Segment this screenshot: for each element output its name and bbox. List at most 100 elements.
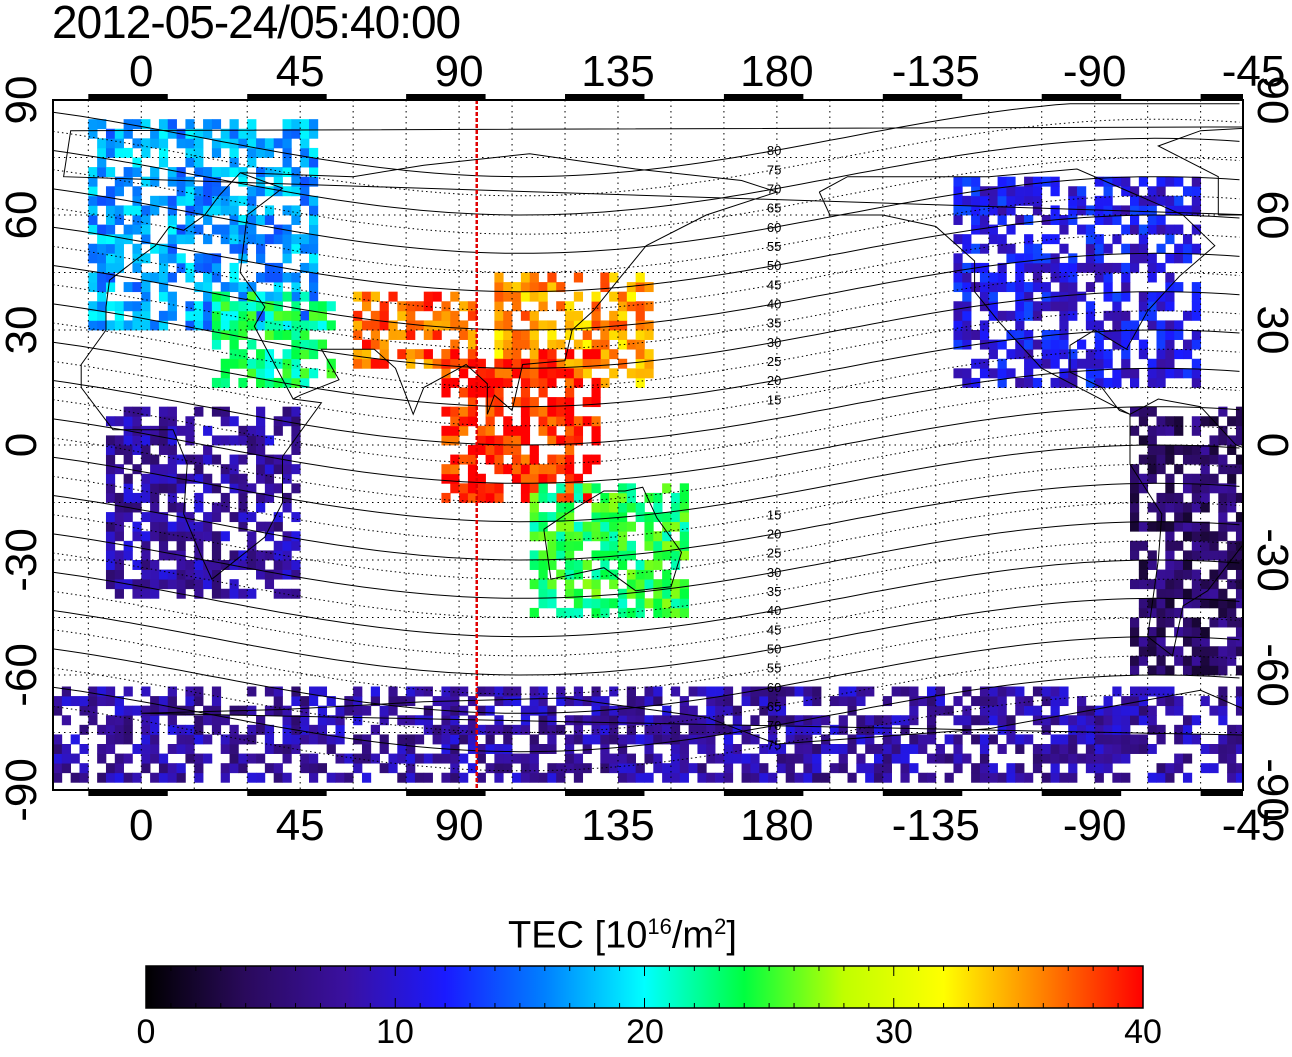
frame-bar-bottom <box>882 790 963 796</box>
mag-lat-label-23: 60 <box>767 680 781 695</box>
x-tick-bottom-label: -45 <box>1222 801 1286 850</box>
frame-bar-top <box>247 94 327 100</box>
coast-greenland <box>63 126 1243 216</box>
y-axis-left: 90 60 30 0 -30 -60 -90 <box>0 76 46 822</box>
mag-lat-label-12: 20 <box>767 373 781 388</box>
mag-lat-label-6: 50 <box>767 258 781 273</box>
map-timestamp-title: 2012-05-24/05:40:00 <box>52 0 461 48</box>
x-axis-top: 0 45 90 135 180 -135 -90 -45 <box>129 47 1285 96</box>
coast-samerica <box>1129 398 1243 657</box>
mag-contour-15 <box>53 386 1240 465</box>
mag-lat-label-8: 40 <box>767 297 781 312</box>
mag-contour-1 <box>53 118 1240 197</box>
x-tick-top-label: -135 <box>892 47 980 96</box>
mag-contour-17 <box>53 425 1240 504</box>
y-tick-right-label: -30 <box>1248 528 1292 592</box>
mag-lat-label-25: 70 <box>767 718 781 733</box>
mag-contour-18 <box>53 444 1240 523</box>
frame-bar-bottom <box>406 790 486 796</box>
frame-bar-bottom <box>247 790 327 796</box>
x-tick-bottom-label: -90 <box>1063 801 1127 850</box>
mag-lat-label-19: 40 <box>767 603 781 618</box>
mag-contour-30 <box>53 674 1240 753</box>
frame-bar-bottom <box>1200 790 1243 796</box>
frame-bar-top <box>1200 94 1243 100</box>
mag-lat-label-18: 35 <box>767 584 781 599</box>
frame-bar-top <box>882 94 963 100</box>
mag-lat-label-5: 55 <box>767 239 781 254</box>
mag-contour-9 <box>53 271 1240 350</box>
y-tick-left-label: 30 <box>0 306 46 355</box>
frame-longitude-bars <box>88 94 1243 796</box>
y-tick-right-label: 0 <box>1248 433 1292 457</box>
plot-area: 80 75 70 65 60 55 50 45 40 35 30 25 20 15 15 20 25 30 35 40… <box>52 94 1244 796</box>
y-tick-left-label: -90 <box>0 758 46 822</box>
x-tick-top-label: 0 <box>129 47 153 96</box>
mag-contour-24 <box>53 559 1240 638</box>
mag-lat-label-21: 50 <box>767 642 781 657</box>
x-tick-top-label: 90 <box>435 47 484 96</box>
x-tick-bottom-label: 180 <box>740 801 813 850</box>
frame-bar-top <box>406 94 486 100</box>
colorbar-ticks <box>145 966 1144 1008</box>
frame-bar-top <box>1041 94 1122 100</box>
mag-lat-label-3: 65 <box>767 201 781 216</box>
coast-namerica <box>818 168 1216 415</box>
mag-lat-label-20: 45 <box>767 622 781 637</box>
x-tick-bottom-label: 90 <box>435 801 484 850</box>
mag-contour-12 <box>53 329 1240 408</box>
mag-contour-5 <box>53 195 1240 274</box>
mag-contour-10 <box>53 291 1240 369</box>
mag-lat-label-1: 75 <box>767 162 781 177</box>
colorbar-label-0: 0 <box>136 1013 156 1051</box>
frame-bar-bottom <box>88 790 168 796</box>
y-tick-right-label: 30 <box>1248 306 1292 355</box>
x-tick-top-label: 180 <box>740 47 813 96</box>
x-tick-top-label: -90 <box>1063 47 1127 96</box>
mag-contour-13 <box>53 348 1240 427</box>
y-tick-left-label: -60 <box>0 643 46 707</box>
y-tick-left-label: 60 <box>0 191 46 240</box>
colorbar-label-10: 10 <box>376 1013 414 1051</box>
y-tick-left-label: 90 <box>0 76 46 125</box>
mag-lat-label-13: 15 <box>767 392 781 407</box>
y-tick-right-label: -60 <box>1248 643 1292 707</box>
y-tick-right-label: 90 <box>1248 76 1292 125</box>
grid-lines <box>53 100 1243 790</box>
mag-lat-label-16: 25 <box>767 546 781 561</box>
y-tick-right-label: 60 <box>1248 191 1292 240</box>
mag-lat-label-9: 35 <box>767 316 781 331</box>
mag-lat-label-7: 45 <box>767 277 781 292</box>
mag-contour-21 <box>53 501 1240 580</box>
y-axis-right: 90 60 30 0 -30 -60 -90 <box>1248 76 1292 822</box>
tec-region-1 <box>211 291 336 388</box>
frame-bar-top <box>88 94 168 100</box>
mag-contour-16 <box>53 406 1240 484</box>
mag-lat-label-11: 25 <box>767 354 781 369</box>
colorbar-label-20: 20 <box>626 1013 664 1051</box>
frame-bar-bottom <box>1041 790 1122 796</box>
mag-contour-3 <box>53 156 1240 235</box>
frame-bar-bottom <box>723 790 804 796</box>
y-tick-left-label: 0 <box>0 433 46 457</box>
tec-region-5 <box>529 483 689 618</box>
mag-contour-11 <box>53 310 1240 389</box>
x-tick-bottom-label: -135 <box>892 801 980 850</box>
colorbar-label-30: 30 <box>875 1013 913 1051</box>
mag-lat-label-24: 65 <box>767 699 781 714</box>
mag-contour-28 <box>53 636 1240 714</box>
x-tick-top-label: -45 <box>1222 47 1286 96</box>
frame-bar-top <box>565 94 645 100</box>
mag-lat-label-17: 30 <box>767 565 781 580</box>
x-tick-top-label: 45 <box>276 47 325 96</box>
y-tick-left-label: -30 <box>0 528 46 592</box>
tec-region-6 <box>105 406 301 599</box>
tec-data-layer <box>53 119 1243 783</box>
mag-contour-7 <box>53 233 1240 312</box>
x-axis-bottom: 0 45 90 135 180 -135 -90 -45 <box>129 801 1285 850</box>
mag-lat-label-26: 75 <box>767 737 781 752</box>
tec-region-8 <box>1130 406 1243 676</box>
mag-contour-22 <box>53 521 1240 599</box>
mag-contour-26 <box>53 597 1240 676</box>
